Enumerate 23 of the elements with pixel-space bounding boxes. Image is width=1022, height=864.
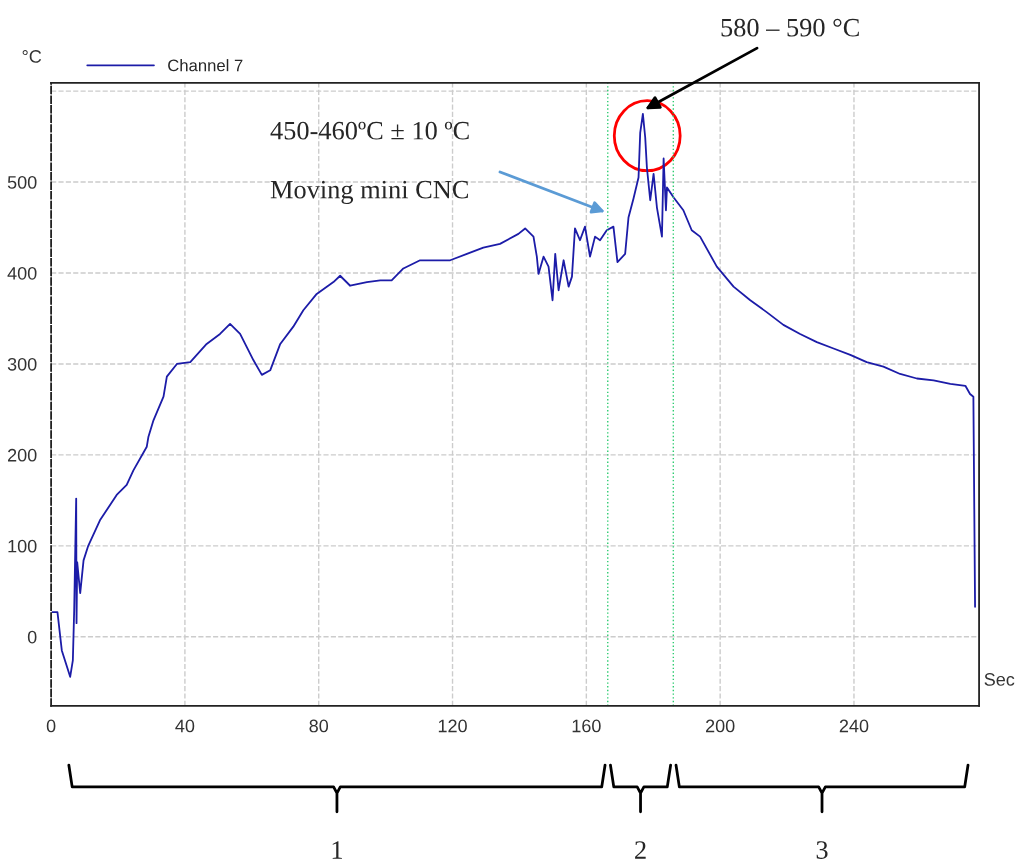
x-tick-label: 80 [309,719,329,733]
x-axis-title: Sec [984,673,1015,686]
y-tick-label: 200 [8,448,37,462]
x-tick-label: 40 [175,719,195,733]
line-series [51,112,976,678]
x-tick-label: 0 [46,719,56,733]
y-tick-label: 0 [27,630,37,644]
y-tick-label: 400 [7,266,37,280]
legend-label: Channel 7 [168,59,243,72]
y-tick-label: 300 [7,357,37,371]
annotation: 580 – 590 °C [721,18,859,37]
x-tick-label: 240 [839,719,869,733]
x-tick-label: 160 [572,719,601,733]
annotation: Moving mini CNC [270,180,468,204]
text: 1 [332,841,342,859]
x-tick-label: 200 [706,719,735,733]
x-tick-label: 120 [438,719,467,733]
text: 2 [635,841,646,859]
y-tick-label: 500 [7,176,37,189]
annotation: 450-460ºC ± 10 ºC [270,121,469,140]
y-axis-title: °C [22,50,42,63]
y-tick-label: 100 [8,539,37,553]
text: 3 [816,841,828,859]
